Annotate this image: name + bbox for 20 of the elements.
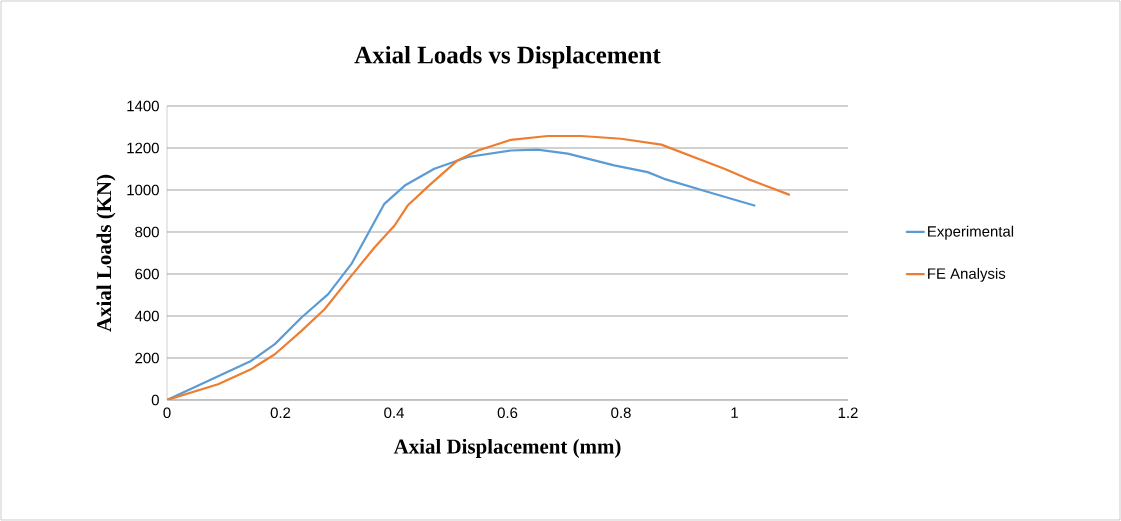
- x-tick-label: 0.2: [270, 407, 291, 419]
- y-axis-title: Axial Loads (KN): [96, 174, 116, 332]
- x-tick-label: 0.8: [611, 407, 631, 419]
- y-tick-label: 800: [135, 226, 159, 238]
- y-tick-label: 400: [134, 310, 159, 322]
- y-tick-label: 1400: [127, 100, 159, 112]
- y-tick-label: 200: [135, 352, 159, 364]
- x-axis-title: Axial Displacement (mm): [393, 438, 621, 458]
- x-tick-label: 0.4: [384, 407, 404, 419]
- legend-label: Experimental: [928, 225, 1014, 240]
- x-tick-label: 1.2: [838, 407, 858, 418]
- x-tick-label: 1: [731, 407, 738, 418]
- legend-label: FE Analysis: [928, 267, 1006, 282]
- y-tick-label: 1000: [127, 184, 159, 196]
- chart-title: Axial Loads vs Displacement: [354, 45, 661, 69]
- y-tick-label: 1200: [127, 142, 159, 154]
- x-tick-label: 0: [163, 407, 171, 419]
- y-tick-label: 0: [151, 394, 159, 406]
- y-tick-label: 600: [135, 268, 159, 280]
- x-tick-label: 0.6: [497, 407, 518, 419]
